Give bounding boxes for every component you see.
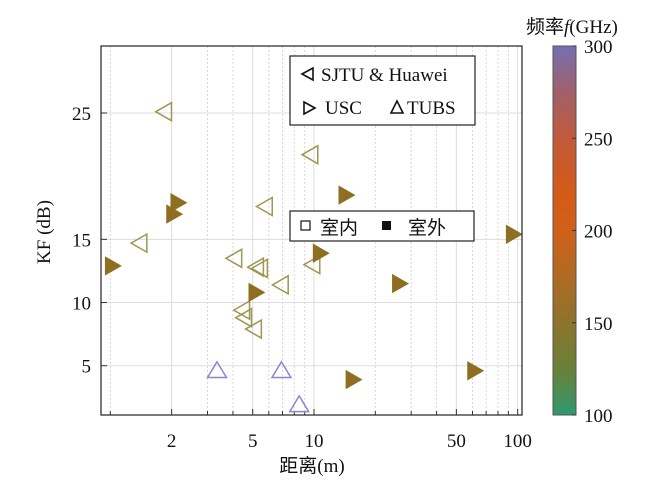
y-tick-label: 15	[72, 230, 91, 251]
data-point-triangle-left	[246, 256, 265, 278]
colorbar-tick-label: 200	[584, 222, 613, 243]
colorbar-tick-label: 150	[584, 314, 613, 335]
source-legend-box	[289, 55, 476, 126]
data-point-triangle-up	[206, 360, 228, 379]
plot-frame	[100, 45, 523, 416]
x-tick-label: 100	[503, 431, 532, 452]
y-tick-label: 25	[72, 104, 91, 125]
indoor-square-icon	[300, 220, 311, 231]
data-point-triangle-up	[288, 394, 310, 413]
data-point-triangle-left	[302, 254, 321, 275]
x-tick-label: 2	[167, 431, 177, 452]
legend-usc-label: USC	[325, 98, 362, 119]
data-points	[104, 101, 523, 413]
data-point-triangle-right	[104, 256, 122, 276]
data-point-triangle-right	[505, 224, 523, 244]
tubs-legend-marker-icon	[389, 99, 405, 114]
data-point-triangle-right	[166, 204, 184, 224]
data-point-triangle-left	[254, 196, 274, 217]
data-point-triangle-left	[232, 299, 251, 321]
colorbar-tick-label: 300	[584, 37, 613, 58]
data-point-triangle-left	[270, 274, 289, 296]
colorbar-tick-label: 250	[584, 129, 613, 150]
data-point-triangle-left	[154, 101, 173, 123]
x-tick-label: 50	[447, 431, 466, 452]
data-point-triangle-right	[312, 243, 330, 263]
data-point-triangle-left	[224, 248, 243, 269]
data-point-triangle-up	[270, 360, 293, 379]
data-point-triangle-left	[234, 307, 253, 328]
data-point-triangle-right	[392, 273, 410, 294]
data-point-triangle-right	[338, 185, 356, 205]
data-point-triangle-left	[250, 258, 269, 279]
x-tick-label: 5	[248, 431, 258, 452]
x-axis-label: 距离(m)	[279, 455, 344, 477]
y-tick-label: 10	[72, 294, 91, 315]
sjtu-legend-marker-icon	[300, 66, 314, 82]
data-point-triangle-left	[244, 318, 263, 340]
colorbar-label-text: 频率	[526, 16, 564, 38]
data-point-triangle-right	[467, 361, 485, 381]
colorbar-tick-label: 100	[584, 406, 613, 427]
colorbar-label-unit: (GHz)	[569, 17, 618, 38]
colorbar-label-symbol: f	[564, 17, 572, 38]
legend-indoor-label: 室内	[320, 217, 358, 239]
legend-sjtu-label: SJTU & Huawei	[321, 65, 448, 86]
y-tick-label: 5	[82, 357, 92, 378]
data-point-triangle-left	[300, 144, 319, 165]
x-tick-label: 10	[305, 431, 324, 452]
legend-tubs-label: TUBS	[407, 98, 456, 119]
legend-outdoor-label: 室外	[408, 217, 446, 239]
usc-legend-marker-icon	[303, 100, 317, 116]
data-point-triangle-right	[248, 282, 266, 303]
colorbar-ticks: 100 150 200 250 300	[572, 37, 613, 427]
data-point-triangle-left	[129, 232, 148, 254]
outdoor-square-icon	[382, 221, 391, 230]
scenario-legend: 室内 室外	[289, 210, 475, 242]
data-point-triangle-right	[345, 369, 363, 390]
source-legend: SJTU & Huawei USC TUBS	[289, 55, 476, 126]
colorbar-label: 频率f(GHz)	[526, 16, 618, 38]
y-axis-label: KF (dB)	[34, 200, 55, 264]
data-point-triangle-right	[170, 193, 188, 213]
